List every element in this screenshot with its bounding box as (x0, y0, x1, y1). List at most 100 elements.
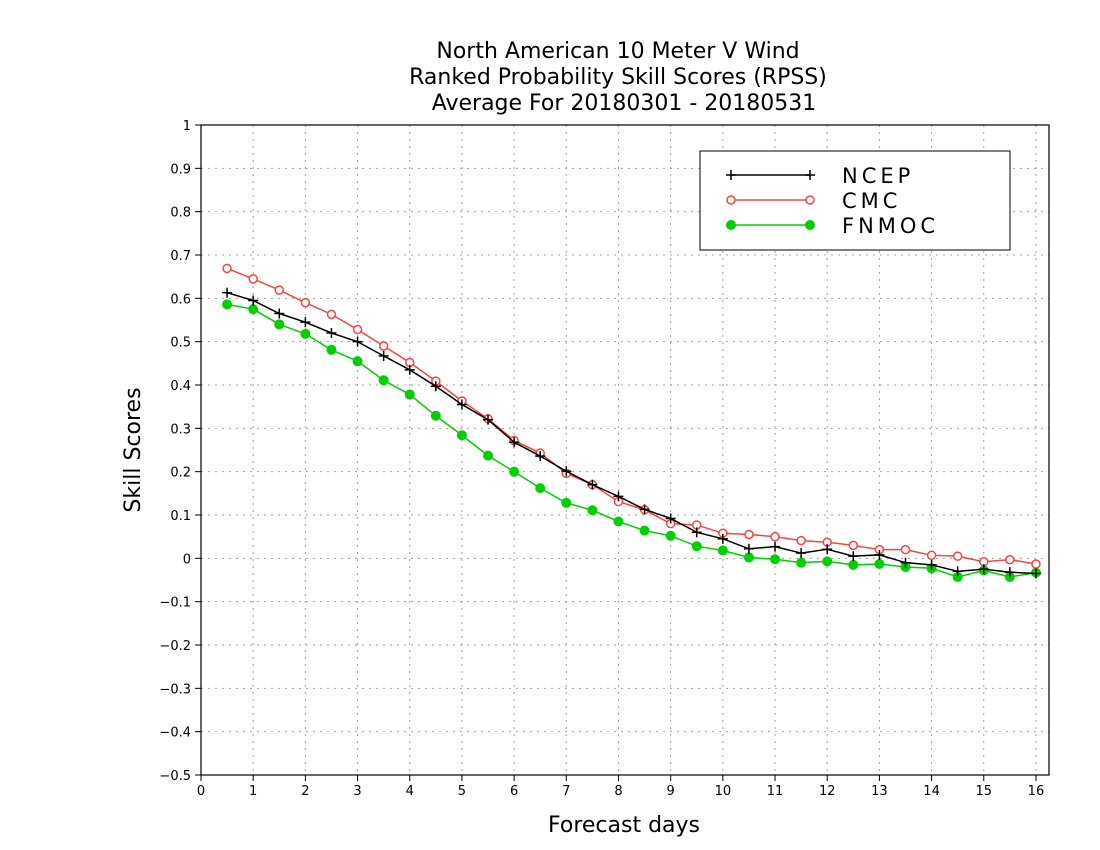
y-tick-label: 0.5 (170, 336, 191, 351)
data-point-fnmoc (848, 559, 859, 570)
series-lines (222, 263, 1041, 582)
data-point-fnmoc (509, 466, 520, 477)
data-point-fnmoc (874, 558, 885, 569)
y-tick-label: −0.1 (159, 596, 191, 611)
series-line-cmc (226, 267, 1037, 565)
data-point-ncep (639, 504, 650, 515)
y-tick-label: 0.7 (170, 249, 191, 264)
data-point-fnmoc (248, 304, 259, 315)
x-tick-label: 6 (510, 784, 518, 799)
data-point-ncep (1004, 567, 1015, 578)
x-tick-label: 14 (923, 784, 940, 799)
data-point-cmc (1005, 554, 1015, 565)
data-point-ncep (770, 541, 781, 552)
legend-item-ncep: NCEP (726, 164, 914, 188)
data-point-fnmoc (483, 450, 494, 461)
x-tick-label: 11 (767, 784, 784, 799)
x-tick-label: 3 (353, 784, 361, 799)
data-point-fnmoc (456, 430, 467, 441)
data-point-ncep (978, 564, 989, 575)
legend-marker-ncep (726, 170, 736, 180)
legend-label-fnmoc: FNMOC (842, 214, 939, 238)
legend-marker-fnmoc (805, 220, 815, 230)
data-point-fnmoc (300, 328, 311, 339)
data-point-ncep (952, 566, 963, 577)
series-cmc (222, 263, 1041, 569)
data-point-fnmoc (326, 344, 337, 355)
data-point-fnmoc (535, 483, 546, 494)
y-axis-label: Skill Scores (121, 387, 146, 512)
axes: −0.5 −0.4 −0.3 −0.2 −0.1 0 0.1 0.2 0.3 0.4 0.5 0.6 0… (159, 119, 1044, 799)
data-point-fnmoc (561, 497, 572, 508)
y-tick-label: 0.3 (170, 422, 191, 437)
data-point-cmc (848, 540, 859, 551)
legend-marker-ncep (805, 170, 815, 180)
data-point-cmc (900, 544, 911, 555)
data-point-fnmoc (404, 389, 415, 400)
chart-title: North American 10 Meter V Wind Ranked Pr… (409, 39, 827, 116)
x-tick-label: 4 (406, 784, 414, 799)
y-tick-label: −0.2 (159, 639, 191, 654)
plot-frame (200, 124, 1050, 776)
data-point-ncep (796, 548, 807, 559)
x-tick-label: 13 (871, 784, 888, 799)
data-point-fnmoc (274, 319, 285, 330)
data-point-fnmoc (717, 545, 728, 556)
x-tick-label: 5 (458, 784, 466, 799)
x-tick-label: 9 (667, 784, 675, 799)
legend-item-cmc: CMC (726, 189, 901, 213)
data-point-ncep (509, 437, 520, 448)
y-tick-label: −0.3 (159, 682, 191, 697)
data-point-ncep (1030, 568, 1041, 579)
data-point-ncep (822, 544, 833, 555)
data-point-cmc (222, 263, 232, 274)
data-point-ncep (248, 295, 259, 306)
x-tick-label: 10 (715, 784, 732, 799)
data-point-fnmoc (691, 541, 702, 552)
data-point-cmc (770, 531, 780, 542)
data-point-ncep (300, 317, 311, 328)
chart-title-line-1: North American 10 Meter V Wind (436, 39, 799, 64)
data-point-ncep (274, 308, 285, 319)
data-point-fnmoc (222, 299, 233, 310)
data-point-fnmoc (352, 356, 363, 367)
data-point-ncep (717, 533, 728, 544)
data-point-ncep (535, 451, 546, 462)
series-line-fnmoc (226, 303, 1037, 578)
data-point-ncep (848, 551, 859, 562)
data-point-ncep (404, 364, 415, 375)
y-tick-label: −0.5 (159, 769, 191, 784)
data-point-ncep (926, 559, 937, 570)
series-ncep (222, 287, 1041, 579)
data-point-ncep (743, 543, 754, 554)
x-tick-label: 0 (197, 784, 205, 799)
data-point-cmc (274, 285, 285, 295)
legend-marker-cmc (805, 195, 815, 205)
series-fnmoc (222, 299, 1041, 582)
data-point-fnmoc (639, 525, 650, 536)
data-point-cmc (300, 297, 311, 308)
legend-marker-cmc (726, 195, 736, 205)
legend-item-fnmoc: FNMOC (726, 214, 939, 238)
chart-title-line-3: Average For 20180301 - 20180531 (432, 91, 817, 116)
data-point-ncep (665, 513, 676, 524)
legend-marker-fnmoc (726, 220, 736, 230)
legend-label-cmc: CMC (842, 189, 901, 213)
y-tick-label: 0.8 (170, 206, 191, 221)
data-point-cmc (926, 550, 937, 561)
data-point-ncep (561, 466, 572, 477)
y-tick-label: 0.1 (170, 509, 191, 524)
x-tick-label: 12 (819, 784, 836, 799)
data-point-ncep (587, 479, 598, 490)
data-point-fnmoc (822, 556, 833, 567)
data-point-ncep (483, 414, 494, 425)
x-tick-label: 15 (975, 784, 992, 799)
chart-title-line-2: Ranked Probability Skill Scores (RPSS) (409, 65, 827, 90)
x-tick-label: 2 (301, 784, 309, 799)
data-point-ncep (430, 381, 441, 392)
y-tick-label: 0.2 (170, 466, 191, 481)
x-axis-label: Forecast days (548, 813, 700, 838)
legend-label-ncep: NCEP (842, 164, 914, 188)
